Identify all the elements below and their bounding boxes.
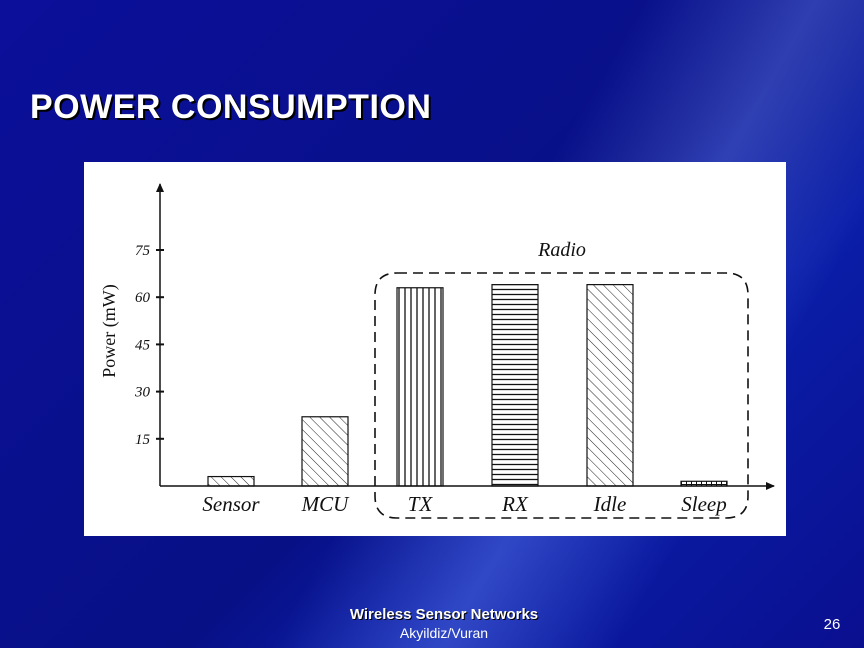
y-tick-label-30: 30 [134, 385, 151, 401]
y-tick-label-60: 60 [135, 290, 151, 306]
bar-sensor [207, 475, 255, 487]
y-axis-label: Power (mW) [99, 284, 120, 377]
chart-panel: 15 30 45 60 75 Power (mW) Sensor MCU TX RX Idle Sle… [84, 162, 786, 536]
slide-footer: Wireless Sensor Networks Akyildiz/Vuran [300, 606, 588, 642]
footer-authors: Akyildiz/Vuran [399, 625, 489, 641]
radio-group-label: Radio [537, 239, 586, 261]
x-tick-label-rx: RX [501, 492, 529, 516]
x-tick-label-mcu: MCU [301, 492, 351, 516]
x-tick-label-idle: Idle [593, 492, 627, 516]
power-consumption-chart: 15 30 45 60 75 Power (mW) Sensor MCU TX RX Idle Sle… [99, 183, 775, 519]
x-tick-label-tx: TX [408, 492, 434, 516]
x-tick-label-sensor: Sensor [202, 492, 260, 516]
y-tick-label-45: 45 [135, 337, 151, 353]
y-tick-label-15: 15 [135, 432, 151, 448]
radio-group-box [374, 272, 749, 519]
slide-title: POWER CONSUMPTION [30, 88, 432, 126]
x-tick-label-sleep: Sleep [681, 492, 726, 516]
bar-tx [396, 287, 444, 487]
bar-rx [491, 284, 539, 487]
y-tick-label-75: 75 [135, 243, 151, 259]
footer-course-title: Wireless Sensor Networks [349, 606, 539, 623]
page-number: 26 [823, 616, 841, 633]
bar-idle [586, 284, 634, 487]
bar-mcu [301, 416, 349, 487]
bar-sleep [680, 480, 728, 487]
